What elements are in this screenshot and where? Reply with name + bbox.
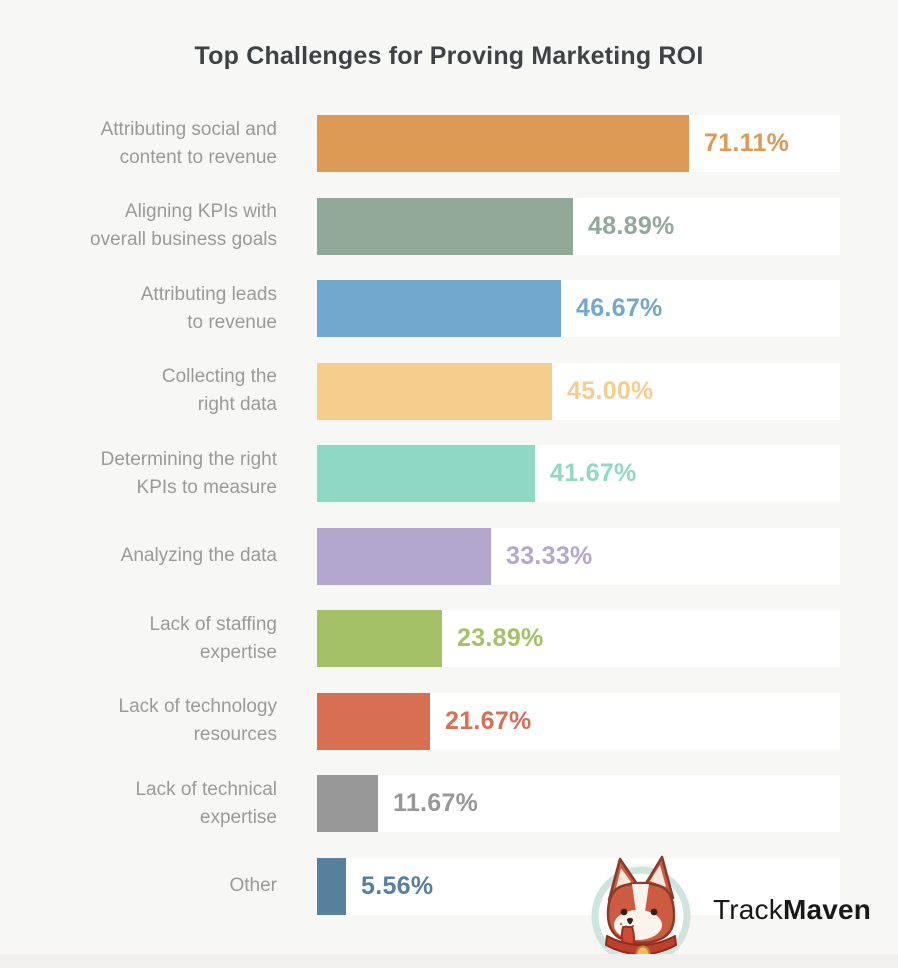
wordmark-track: Track [713, 894, 783, 925]
chart-row: Collecting the right data 45.00% [0, 362, 898, 420]
value-label: 71.11% [704, 129, 790, 157]
bar [317, 610, 442, 667]
bar [317, 857, 346, 915]
value-label: 46.67% [576, 294, 663, 322]
bar [317, 280, 561, 337]
wordmark-maven: Maven [782, 894, 872, 925]
value-label: 23.89% [457, 624, 544, 652]
bar [317, 362, 552, 420]
bar-track: 11.67% [317, 775, 840, 832]
footer-band [0, 954, 898, 968]
chart-row: Attributing social and content to revenu… [0, 115, 898, 172]
bar-track: 71.11% [317, 115, 840, 172]
category-label: Attributing social and content to revenu… [100, 118, 277, 168]
bar [317, 692, 430, 750]
bar-track: 5.56% [317, 857, 840, 915]
chart-title: Top Challenges for Proving Marketing ROI [194, 42, 704, 70]
bar-track: 46.67% [317, 280, 840, 337]
corgi-logo-icon [591, 855, 691, 966]
bar [317, 775, 378, 832]
bar [317, 445, 535, 502]
category-label: Analyzing the data [120, 545, 277, 566]
category-label: Collecting the right data [161, 366, 277, 415]
category-label: Other [229, 875, 277, 896]
chart-row: Other 5.56% [0, 857, 898, 915]
chart-row: Lack of technology resources 21.67% [0, 692, 898, 750]
bar [317, 115, 689, 172]
bar-track: 41.67% [317, 445, 840, 502]
trackmaven-logo: TrackMaven [583, 854, 883, 966]
value-label: 41.67% [550, 459, 637, 487]
chart-row: Determining the right KPIs to measure 41.… [0, 445, 898, 502]
bar [317, 527, 491, 585]
category-label: Lack of technology resources [118, 696, 277, 745]
chart-row: Attributing leads to revenue 46.67% [0, 280, 898, 337]
value-label: 5.56% [361, 871, 434, 900]
trackmaven-wordmark: TrackMaven [713, 894, 871, 926]
chart-row: Lack of staffing expertise 23.89% [0, 610, 898, 667]
value-label: 48.89% [588, 211, 675, 240]
chart-row: Lack of technical expertise 11.67% [0, 775, 898, 832]
chart-row: Analyzing the data 33.33% [0, 527, 898, 585]
bar-track: 33.33% [317, 527, 840, 585]
value-label: 11.67% [393, 789, 479, 817]
category-label: Attributing leads to revenue [140, 283, 277, 333]
value-label: 33.33% [506, 541, 593, 570]
category-label: Aligning KPIs with overall business goal… [90, 201, 277, 250]
value-label: 45.00% [567, 376, 654, 405]
bar-track: 23.89% [317, 610, 840, 667]
category-label: Lack of staffing expertise [149, 613, 277, 663]
bar-track: 21.67% [317, 692, 840, 750]
bar-track: 45.00% [317, 362, 840, 420]
category-label: Determining the right KPIs to measure [100, 448, 277, 498]
category-label: Lack of technical expertise [135, 778, 277, 828]
bar [317, 197, 573, 255]
value-label: 21.67% [445, 706, 532, 735]
bar-track: 48.89% [317, 197, 840, 255]
chart-row: Aligning KPIs with overall business goal… [0, 197, 898, 255]
